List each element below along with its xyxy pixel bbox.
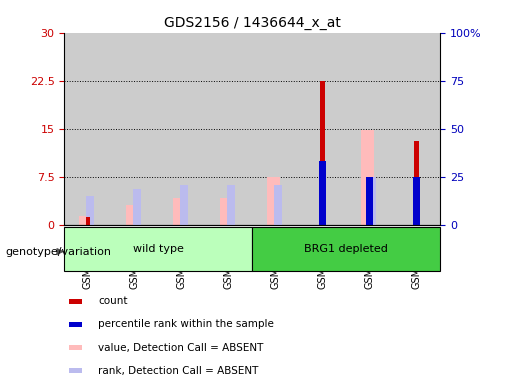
Title: GDS2156 / 1436644_x_at: GDS2156 / 1436644_x_at <box>164 16 341 30</box>
Text: percentile rank within the sample: percentile rank within the sample <box>98 319 274 329</box>
Bar <box>69 322 82 327</box>
Bar <box>368 177 376 225</box>
Text: value, Detection Call = ABSENT: value, Detection Call = ABSENT <box>98 343 263 353</box>
Bar <box>346 33 393 225</box>
Bar <box>252 227 440 271</box>
Bar <box>299 33 346 225</box>
Bar <box>173 198 186 225</box>
Text: count: count <box>98 296 128 306</box>
Bar <box>64 227 252 271</box>
Bar <box>415 141 419 225</box>
Text: BRG1 depleted: BRG1 depleted <box>304 243 388 254</box>
Text: genotype/variation: genotype/variation <box>5 247 111 257</box>
Bar <box>180 185 188 225</box>
Bar <box>320 81 325 225</box>
Bar <box>414 177 420 225</box>
Bar <box>64 33 111 225</box>
Bar <box>252 33 299 225</box>
Bar <box>267 177 280 225</box>
Text: rank, Detection Call = ABSENT: rank, Detection Call = ABSENT <box>98 366 259 376</box>
Bar <box>393 33 440 225</box>
Bar <box>126 205 139 225</box>
Bar <box>159 33 205 225</box>
Bar <box>69 368 82 373</box>
Bar <box>227 185 235 225</box>
Text: wild type: wild type <box>133 243 184 254</box>
Bar <box>85 217 90 225</box>
Bar <box>87 196 94 225</box>
Bar <box>220 198 233 225</box>
Bar <box>79 216 92 225</box>
Bar <box>361 130 374 225</box>
Bar <box>319 161 327 225</box>
Bar <box>69 299 82 304</box>
Bar <box>205 33 252 225</box>
Bar <box>111 33 159 225</box>
Bar <box>274 185 282 225</box>
Bar <box>366 177 373 225</box>
Bar <box>69 345 82 350</box>
Bar <box>133 189 141 225</box>
